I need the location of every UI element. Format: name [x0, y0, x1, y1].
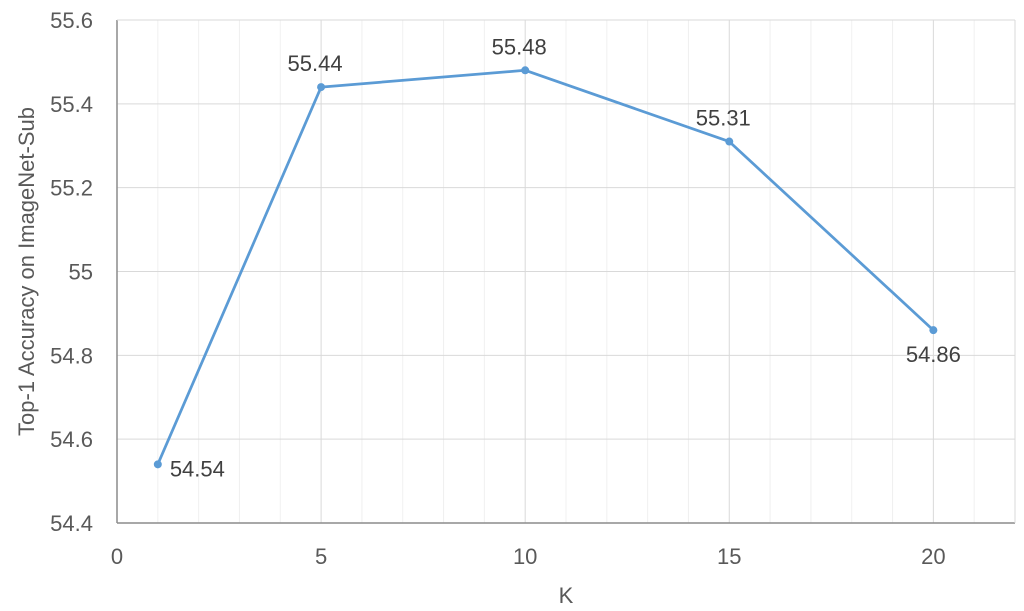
- data-point: [725, 137, 734, 146]
- data-point: [521, 66, 530, 75]
- data-label: 54.86: [906, 342, 961, 367]
- x-tick-label: 10: [513, 544, 537, 569]
- data-point: [929, 326, 938, 335]
- y-tick-label: 54.4: [50, 511, 93, 536]
- x-tick-label: 20: [921, 544, 945, 569]
- y-axis-title: Top-1 Accuracy on ImageNet-Sub: [14, 107, 39, 436]
- y-tick-label: 55.2: [50, 176, 93, 201]
- data-label: 55.44: [288, 51, 343, 76]
- y-axis-tick-labels: 54.4 54.6 54.8 55 55.2 55.4 55.6: [50, 8, 93, 536]
- y-tick-label: 55.6: [50, 8, 93, 33]
- data-label: 55.31: [696, 106, 751, 131]
- x-axis-tick-labels: 0 5 10 15 20: [111, 544, 946, 569]
- data-labels: 54.54 55.44 55.48 55.31 54.86: [170, 34, 961, 481]
- data-label: 55.48: [492, 34, 547, 59]
- data-point: [153, 460, 162, 469]
- series-group: [153, 66, 938, 469]
- data-point: [317, 83, 326, 92]
- y-tick-label: 55: [69, 260, 93, 285]
- y-tick-label: 54.8: [50, 343, 93, 368]
- x-tick-label: 0: [111, 544, 123, 569]
- axes: [116, 19, 1016, 524]
- data-label: 54.54: [170, 456, 225, 481]
- series-line: [156, 68, 935, 465]
- y-tick-label: 54.6: [50, 427, 93, 452]
- x-tick-label: 5: [315, 544, 327, 569]
- x-axis-title: K: [559, 583, 574, 608]
- x-tick-label: 15: [717, 544, 741, 569]
- y-tick-label: 55.4: [50, 92, 93, 117]
